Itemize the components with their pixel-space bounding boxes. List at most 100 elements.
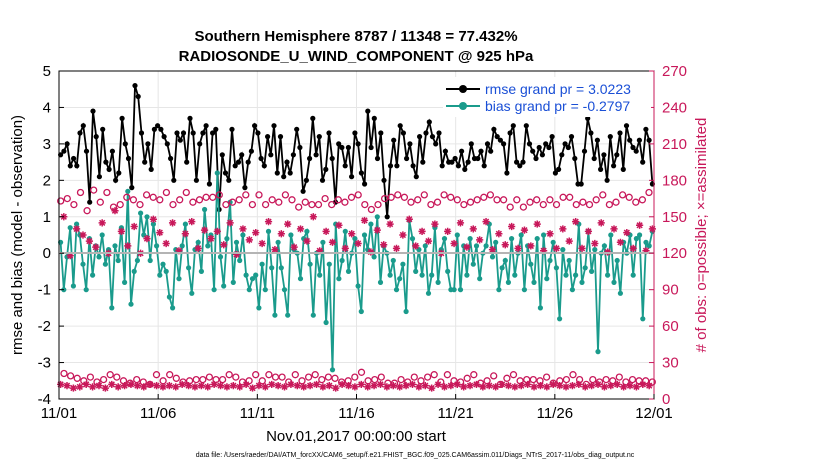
assimilated-point [447,382,455,390]
y-tick-label: 4 [43,99,51,116]
possible-point [361,200,369,209]
bias-point [176,276,182,282]
bias-point [499,265,505,271]
bias-point [214,170,220,176]
assimilated-point [312,380,321,389]
possible-point [185,377,194,385]
rmse-point [77,130,83,136]
rmse-point [252,123,258,129]
rmse-point [229,126,235,132]
assimilated-point [325,382,333,390]
possible-point [99,375,108,384]
assimilated-point [149,215,157,223]
y-axis-label: rmse and bias (model - observation) [9,115,26,355]
bias-point [489,254,496,260]
bias-point [125,188,131,194]
assimilated-point [152,382,161,390]
rmse-point [313,152,319,158]
possible-point [298,377,306,385]
possible-point [367,205,376,214]
assimilated-point [293,382,301,390]
assimilated-point [200,226,209,234]
rmse-point [439,163,445,169]
bias-point [138,210,144,216]
bias-point [243,272,249,278]
bias-point [189,290,195,296]
assimilated-point [98,219,106,227]
y-right-tick-label: 30 [662,355,679,372]
x-tick-label: 12/01 [635,405,673,422]
bias-point [128,301,134,307]
possible-point [156,196,164,204]
possible-point [76,188,85,197]
bias-point [582,265,588,271]
bias-point [249,276,256,282]
assimilated-point [415,383,423,391]
assimilated-point [245,236,253,244]
rmse-point [429,134,436,140]
assimilated-point [578,244,586,252]
y-right-tick-label: 90 [662,282,679,299]
rmse-point [323,166,329,172]
bias-point [643,239,649,245]
bias-point [179,243,185,249]
bias-point [170,305,176,311]
possible-point [433,198,442,206]
bias-point [646,243,652,249]
assimilated-point [568,382,577,390]
bias-point [361,232,368,238]
assimilated-point [472,380,481,389]
assimilated-point [533,220,541,228]
possible-point [265,371,273,379]
rmse-point [106,166,112,172]
assimilated-point [488,245,497,254]
assimilated-point [543,383,551,391]
bias-point [186,265,192,271]
rmse-point [155,123,161,129]
assimilated-point [204,383,212,391]
assimilated-point [277,230,285,238]
bias-point [147,257,153,264]
possible-point [628,375,637,384]
rmse-point [526,141,533,147]
rmse-point [539,152,546,158]
rmse-point [381,177,387,183]
bias-point [265,228,272,234]
y-tick-label: 2 [43,172,51,189]
rmse-point [61,148,67,154]
bias-point [182,221,188,227]
rmse-point [640,159,646,165]
assimilated-point [101,384,109,392]
possible-point [552,200,561,209]
bias-point [518,232,524,238]
rmse-point [277,134,284,140]
assimilated-point [418,227,426,235]
possible-point [387,193,395,201]
bias-point [592,247,598,253]
rmse-point [646,137,652,143]
rmse-point [119,115,125,121]
assimilated-point [594,380,602,389]
possible-point [423,373,432,381]
rmse-point [620,166,626,172]
possible-point [605,200,614,209]
bias-point [429,272,435,278]
y-tick-label: 5 [43,63,51,80]
assimilated-point [517,382,525,390]
rmse-point [281,174,287,180]
footnote: data file: /Users/raeder/DAI/ATM_forcXX/… [196,452,635,459]
assimilated-point [383,383,391,391]
possible-point [394,191,402,199]
rmse-point [355,141,361,147]
assimilated-point [210,380,218,389]
possible-point [311,371,319,379]
assimilated-point [127,380,135,389]
bias-point [550,239,556,245]
rmse-point [326,130,332,136]
bias-point [611,279,617,285]
bias-point [457,287,464,293]
assimilated-point [607,382,615,390]
possible-point [334,196,342,204]
rmse-point [171,177,177,183]
possible-point [182,188,190,197]
